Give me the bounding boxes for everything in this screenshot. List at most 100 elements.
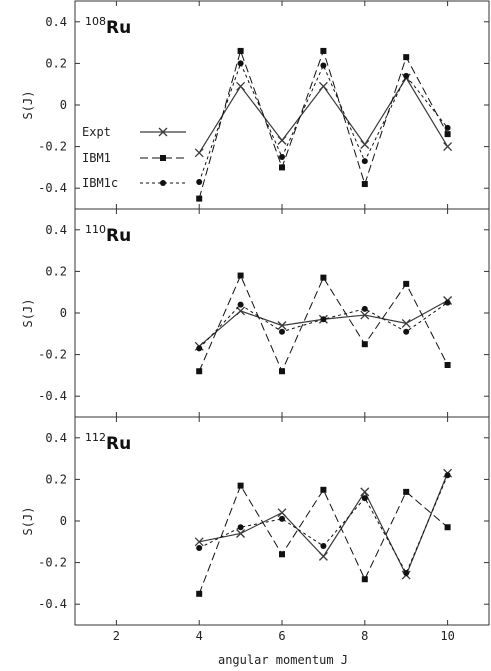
data-point [277, 508, 287, 518]
legend-marker [158, 127, 168, 137]
series-line [198, 274, 449, 373]
isotope-label: 110Ru [85, 223, 131, 246]
y-tick-label: 0.2 [45, 264, 67, 278]
legend-marker [160, 180, 166, 186]
isotope-label: 108Ru [85, 15, 131, 38]
data-point [403, 280, 410, 287]
data-point [237, 482, 244, 489]
series-ibm1c [196, 299, 451, 352]
data-point [444, 124, 451, 131]
y-tick-label: 0.4 [45, 431, 67, 445]
isotope-mass: 108 [85, 15, 106, 28]
data-point [320, 542, 327, 549]
x-tick-label: 8 [361, 629, 368, 643]
data-point [361, 305, 368, 312]
data-point [403, 570, 410, 576]
x-tick-label: 6 [278, 629, 285, 643]
series-line [198, 76, 449, 154]
y-tick-label: 0 [60, 514, 67, 528]
x-tick-label: 4 [196, 629, 203, 643]
panel-ru110: 0.4 0.2 0 -0.2 -0.4 S(J) 110Ru [21, 208, 490, 418]
isotope-element: Ru [106, 18, 131, 38]
data-point [237, 60, 244, 67]
y-tick-label: 0.2 [45, 56, 67, 70]
y-tick-label: 0.2 [45, 472, 67, 486]
data-point [236, 529, 246, 538]
series-ibm1c [196, 60, 451, 185]
y-tick-label: 0 [60, 306, 67, 320]
data-point [237, 301, 244, 308]
legend-label: Expt [82, 125, 111, 139]
data-point [196, 545, 203, 552]
data-point [401, 318, 411, 328]
data-point [277, 321, 287, 330]
data-point [320, 274, 327, 281]
series-ibm1c [196, 472, 451, 576]
y-tick-label: -0.4 [38, 181, 67, 195]
data-point [279, 328, 285, 335]
data-point [403, 72, 410, 79]
isotope-mass: 110 [85, 223, 106, 236]
data-point [279, 164, 285, 171]
data-point [360, 310, 370, 320]
series-ibm1 [196, 272, 451, 375]
data-point [360, 487, 370, 497]
y-tick-label: 0.4 [45, 223, 67, 237]
legend: Expt IBM1 IBM1c [82, 125, 186, 190]
plot-frame [74, 0, 490, 210]
data-point [279, 515, 285, 522]
data-point [320, 316, 327, 323]
data-point [277, 135, 287, 145]
series-expt [194, 296, 453, 351]
y-axis-label: S(J) [21, 299, 35, 328]
panel-ru112: 0.4 0.2 0 -0.2 -0.4 2 4 6 8 10 S(J) 112Ru [21, 416, 490, 643]
data-point [361, 495, 368, 502]
series-line [198, 484, 448, 594]
x-tick-label: 10 [440, 629, 454, 643]
data-point [320, 62, 327, 69]
data-point [236, 81, 246, 91]
data-point [237, 524, 244, 531]
y-tick-label: -0.4 [38, 597, 67, 611]
x-tick-label: 2 [113, 629, 120, 643]
data-point [196, 368, 203, 375]
data-point [237, 272, 244, 279]
data-point [403, 54, 410, 61]
y-tick-label: 0.4 [45, 15, 67, 29]
isotope-element: Ru [106, 226, 131, 246]
data-point [194, 537, 204, 547]
data-point [444, 362, 451, 368]
series-expt [194, 468, 453, 580]
data-point [444, 472, 451, 479]
isotope-element: Ru [106, 434, 131, 454]
data-point [444, 131, 451, 138]
data-point [444, 524, 451, 531]
y-axis-label: S(J) [21, 507, 35, 536]
data-point [320, 486, 327, 493]
data-point [196, 590, 203, 597]
legend-label: IBM1 [82, 151, 111, 165]
data-point [443, 142, 453, 152]
panels-group: 0.40.20-0.2-0.4S(J)108RuExptIBM1IBM1c0.4… [21, 0, 490, 643]
data-point [236, 306, 246, 316]
data-point [237, 47, 244, 54]
series-line [198, 302, 448, 349]
series-ibm1 [196, 47, 451, 202]
data-point [279, 154, 285, 160]
data-point [279, 551, 285, 558]
legend-label: IBM1c [82, 176, 118, 190]
panel-ru108: 0.4 0.2 0 -0.2 -0.4 S(J) 108Ru Expt IBM1 IBM1c [21, 0, 490, 210]
y-axis-label: S(J) [21, 91, 35, 120]
data-point [320, 47, 327, 54]
y-tick-label: -0.2 [38, 556, 67, 570]
data-point [279, 368, 285, 375]
data-point [361, 181, 368, 188]
data-point [444, 299, 451, 306]
data-point [361, 576, 368, 583]
data-point [196, 345, 203, 352]
data-point [196, 195, 203, 202]
data-point [318, 81, 328, 91]
series-line [198, 49, 449, 199]
plot-frame [74, 208, 490, 418]
